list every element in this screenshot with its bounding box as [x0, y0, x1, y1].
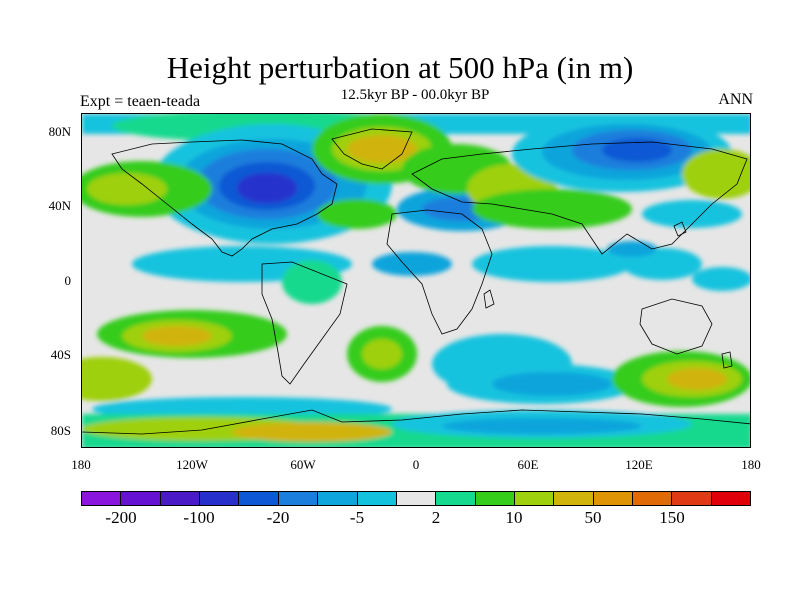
legend-label-minus-20: -20 — [266, 508, 290, 527]
legend-swatch-9 — [436, 492, 476, 505]
legend-label-minus-200: -200 — [105, 508, 137, 527]
legend-swatch-11 — [514, 492, 555, 505]
legend-label-150: 150 — [659, 508, 685, 527]
legend-swatch-4 — [239, 492, 279, 505]
coastlines — [82, 128, 750, 435]
legend-swatch-1 — [121, 492, 161, 505]
color-legend-bar — [81, 491, 751, 506]
lon-label-180w: 180 — [71, 457, 91, 472]
lon-label-120w: 120W — [176, 457, 208, 472]
plot-subtitle: 12.5kyr BP - 00.0kyr BP — [340, 87, 490, 103]
lat-label-0: 0 — [64, 273, 72, 288]
legend-swatch-13 — [593, 492, 634, 505]
legend-label-minus-5: -5 — [349, 508, 365, 527]
legend-label-10: 10 — [505, 508, 523, 527]
experiment-label: Expt = teaen-teada — [80, 93, 201, 110]
legend-swatch-12 — [554, 492, 594, 505]
lat-label-80n: 80N — [48, 124, 71, 139]
legend-swatch-14 — [633, 492, 673, 505]
plot-title: Height perturbation at 500 hPa (in m) — [166, 50, 634, 85]
legend-swatch-7 — [357, 492, 397, 505]
season-label: ANN — [718, 91, 753, 108]
lon-label-120e: 120E — [625, 457, 653, 472]
lat-label-40n: 40N — [48, 198, 71, 213]
lon-label-180e: 180 — [741, 457, 761, 472]
contour-map — [81, 113, 751, 448]
legend-label-50: 50 — [584, 508, 602, 527]
legend-swatch-0 — [82, 492, 122, 505]
legend-label-minus-100: -100 — [183, 508, 215, 527]
legend-swatch-6 — [318, 492, 358, 505]
lon-label-0: 0 — [412, 457, 420, 472]
lat-label-80s: 80S — [50, 423, 71, 438]
legend-swatch-10 — [475, 492, 515, 505]
legend-swatch-3 — [200, 492, 240, 505]
legend-label-2: 2 — [431, 508, 441, 527]
lon-label-60w: 60W — [290, 457, 316, 472]
lat-label-40s: 40S — [50, 347, 71, 362]
legend-swatch-8 — [396, 492, 437, 505]
contour-map-svg — [82, 114, 750, 447]
legend-swatch-15 — [672, 492, 712, 505]
legend-swatch-5 — [278, 492, 319, 505]
lon-label-60e: 60E — [517, 457, 539, 472]
contour-fill-layer — [82, 114, 750, 447]
legend-swatch-16 — [711, 492, 751, 505]
legend-swatch-2 — [160, 492, 201, 505]
